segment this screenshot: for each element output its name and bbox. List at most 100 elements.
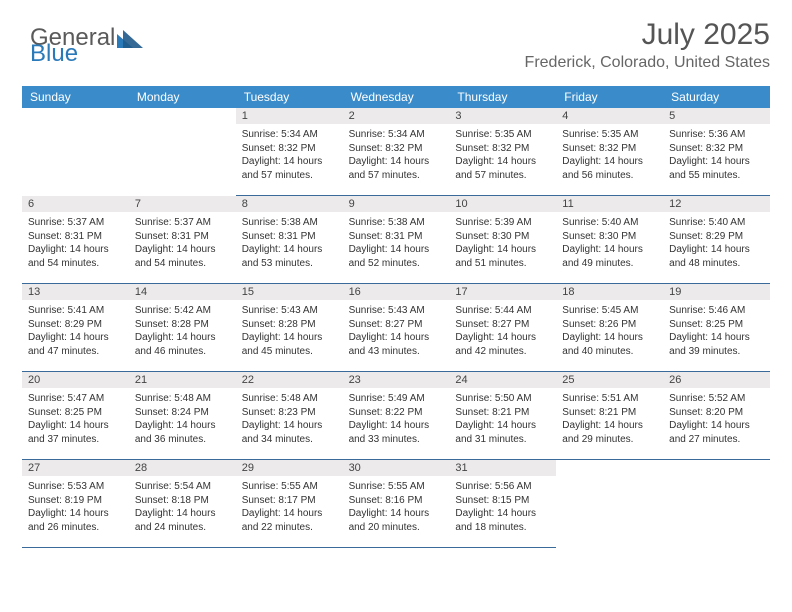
day-number: 31 (449, 460, 556, 476)
day-details: Sunrise: 5:40 AMSunset: 8:29 PMDaylight:… (669, 216, 764, 270)
day-details: Sunrise: 5:48 AMSunset: 8:24 PMDaylight:… (135, 392, 230, 446)
day-details: Sunrise: 5:55 AMSunset: 8:16 PMDaylight:… (349, 480, 444, 534)
day-number: 11 (556, 196, 663, 212)
day-cell: 31 Sunrise: 5:56 AMSunset: 8:15 PMDayligh… (449, 460, 556, 548)
day-details: Sunrise: 5:35 AMSunset: 8:32 PMDaylight:… (562, 128, 657, 182)
day-details: Sunrise: 5:42 AMSunset: 8:28 PMDaylight:… (135, 304, 230, 358)
day-number: 17 (449, 284, 556, 300)
logo-flag-icon (117, 28, 143, 48)
day-number: 8 (236, 196, 343, 212)
day-details: Sunrise: 5:41 AMSunset: 8:29 PMDaylight:… (28, 304, 123, 358)
day-details: Sunrise: 5:38 AMSunset: 8:31 PMDaylight:… (242, 216, 337, 270)
day-details: Sunrise: 5:34 AMSunset: 8:32 PMDaylight:… (349, 128, 444, 182)
day-number: 19 (663, 284, 770, 300)
day-details: Sunrise: 5:48 AMSunset: 8:23 PMDaylight:… (242, 392, 337, 446)
weekday-label: Thursday (449, 86, 556, 108)
day-details: Sunrise: 5:55 AMSunset: 8:17 PMDaylight:… (242, 480, 337, 534)
day-details: Sunrise: 5:51 AMSunset: 8:21 PMDaylight:… (562, 392, 657, 446)
day-cell: 9Sunrise: 5:38 AMSunset: 8:31 PMDaylight… (343, 196, 450, 284)
day-details: Sunrise: 5:43 AMSunset: 8:28 PMDaylight:… (242, 304, 337, 358)
day-cell: 19Sunrise: 5:46 AMSunset: 8:25 PMDayligh… (663, 284, 770, 372)
day-cell: 10 Sunrise: 5:39 AMSunset: 8:30 PMDayligh… (449, 196, 556, 284)
day-cell: 28 Sunrise: 5:54 AMSunset: 8:18 PMDayligh… (129, 460, 236, 548)
day-details: Sunrise: 5:37 AMSunset: 8:31 PMDaylight:… (28, 216, 123, 270)
location-text: Frederick, Colorado, United States (525, 54, 770, 72)
day-cell: 23 Sunrise: 5:49 AMSunset: 8:22 PMDayligh… (343, 372, 450, 460)
day-cell: 7 Sunrise: 5:37 AMSunset: 8:31 PMDaylight… (129, 196, 236, 284)
day-cell: 1 Sunrise: 5:34 AMSunset: 8:32 PMDaylight… (236, 108, 343, 196)
day-cell: 17 Sunrise: 5:44 AMSunset: 8:27 PMDayligh… (449, 284, 556, 372)
day-cell: 18 Sunrise: 5:45 AMSunset: 8:26 PMDayligh… (556, 284, 663, 372)
day-cell: 24 Sunrise: 5:50 AMSunset: 8:21 PMDayligh… (449, 372, 556, 460)
day-number: 16 (343, 284, 450, 300)
day-number: 25 (556, 372, 663, 388)
day-number: 9 (343, 196, 450, 212)
weekday-label: Friday (556, 86, 663, 108)
day-cell: 30 Sunrise: 5:55 AMSunset: 8:16 PMDayligh… (343, 460, 450, 548)
day-details: Sunrise: 5:56 AMSunset: 8:15 PMDaylight:… (455, 480, 550, 534)
day-number: 1 (236, 108, 343, 124)
empty-cell (129, 108, 236, 196)
weekday-header: SundayMondayTuesdayWednesdayThursdayFrid… (22, 86, 770, 108)
day-details: Sunrise: 5:45 AMSunset: 8:26 PMDaylight:… (562, 304, 657, 358)
day-cell: 3 Sunrise: 5:35 AMSunset: 8:32 PMDaylight… (449, 108, 556, 196)
day-number: 5 (663, 108, 770, 124)
day-cell: 8 Sunrise: 5:38 AMSunset: 8:31 PMDaylight… (236, 196, 343, 284)
day-details: Sunrise: 5:50 AMSunset: 8:21 PMDaylight:… (455, 392, 550, 446)
day-number: 14 (129, 284, 236, 300)
month-title: July 2025 (525, 18, 770, 52)
empty-cell (22, 108, 129, 196)
day-details: Sunrise: 5:52 AMSunset: 8:20 PMDaylight:… (669, 392, 764, 446)
day-number: 20 (22, 372, 129, 388)
day-details: Sunrise: 5:35 AMSunset: 8:32 PMDaylight:… (455, 128, 550, 182)
day-details: Sunrise: 5:47 AMSunset: 8:25 PMDaylight:… (28, 392, 123, 446)
day-details: Sunrise: 5:43 AMSunset: 8:27 PMDaylight:… (349, 304, 444, 358)
day-cell: 15Sunrise: 5:43 AMSunset: 8:28 PMDayligh… (236, 284, 343, 372)
day-cell: 5 Sunrise: 5:36 AMSunset: 8:32 PMDaylight… (663, 108, 770, 196)
day-cell: 12 Sunrise: 5:40 AMSunset: 8:29 PMDayligh… (663, 196, 770, 284)
day-cell: 14 Sunrise: 5:42 AMSunset: 8:28 PMDayligh… (129, 284, 236, 372)
day-number: 24 (449, 372, 556, 388)
weekday-label: Sunday (22, 86, 129, 108)
title-block: July 2025 Frederick, Colorado, United St… (525, 18, 770, 72)
day-cell: 20 Sunrise: 5:47 AMSunset: 8:25 PMDayligh… (22, 372, 129, 460)
day-details: Sunrise: 5:36 AMSunset: 8:32 PMDaylight:… (669, 128, 764, 182)
day-details: Sunrise: 5:53 AMSunset: 8:19 PMDaylight:… (28, 480, 123, 534)
day-cell: 11 Sunrise: 5:40 AMSunset: 8:30 PMDayligh… (556, 196, 663, 284)
calendar-grid: 1 Sunrise: 5:34 AMSunset: 8:32 PMDaylight… (22, 108, 770, 548)
day-cell: 25 Sunrise: 5:51 AMSunset: 8:21 PMDayligh… (556, 372, 663, 460)
day-details: Sunrise: 5:39 AMSunset: 8:30 PMDaylight:… (455, 216, 550, 270)
day-cell: 21 Sunrise: 5:48 AMSunset: 8:24 PMDayligh… (129, 372, 236, 460)
day-details: Sunrise: 5:49 AMSunset: 8:22 PMDaylight:… (349, 392, 444, 446)
day-number: 26 (663, 372, 770, 388)
day-number: 28 (129, 460, 236, 476)
day-number: 18 (556, 284, 663, 300)
day-number: 7 (129, 196, 236, 212)
day-cell: 29Sunrise: 5:55 AMSunset: 8:17 PMDayligh… (236, 460, 343, 548)
day-cell: 26 Sunrise: 5:52 AMSunset: 8:20 PMDayligh… (663, 372, 770, 460)
day-number: 21 (129, 372, 236, 388)
day-details: Sunrise: 5:40 AMSunset: 8:30 PMDaylight:… (562, 216, 657, 270)
weekday-label: Tuesday (236, 86, 343, 108)
calendar-page: General July 2025 Frederick, Colorado, U… (0, 0, 792, 566)
day-number: 12 (663, 196, 770, 212)
day-number: 30 (343, 460, 450, 476)
day-cell: 4 Sunrise: 5:35 AMSunset: 8:32 PMDaylight… (556, 108, 663, 196)
day-details: Sunrise: 5:37 AMSunset: 8:31 PMDaylight:… (135, 216, 230, 270)
day-number: 10 (449, 196, 556, 212)
day-number: 3 (449, 108, 556, 124)
day-cell: 2Sunrise: 5:34 AMSunset: 8:32 PMDaylight… (343, 108, 450, 196)
weekday-label: Saturday (663, 86, 770, 108)
day-cell: 16 Sunrise: 5:43 AMSunset: 8:27 PMDayligh… (343, 284, 450, 372)
day-details: Sunrise: 5:44 AMSunset: 8:27 PMDaylight:… (455, 304, 550, 358)
day-cell: 27Sunrise: 5:53 AMSunset: 8:19 PMDayligh… (22, 460, 129, 548)
day-details: Sunrise: 5:54 AMSunset: 8:18 PMDaylight:… (135, 480, 230, 534)
day-number: 13 (22, 284, 129, 300)
day-number: 4 (556, 108, 663, 124)
day-number: 22 (236, 372, 343, 388)
day-number: 6 (22, 196, 129, 212)
weekday-label: Monday (129, 86, 236, 108)
day-details: Sunrise: 5:34 AMSunset: 8:32 PMDaylight:… (242, 128, 337, 182)
day-number: 23 (343, 372, 450, 388)
day-cell: 6 Sunrise: 5:37 AMSunset: 8:31 PMDaylight… (22, 196, 129, 284)
